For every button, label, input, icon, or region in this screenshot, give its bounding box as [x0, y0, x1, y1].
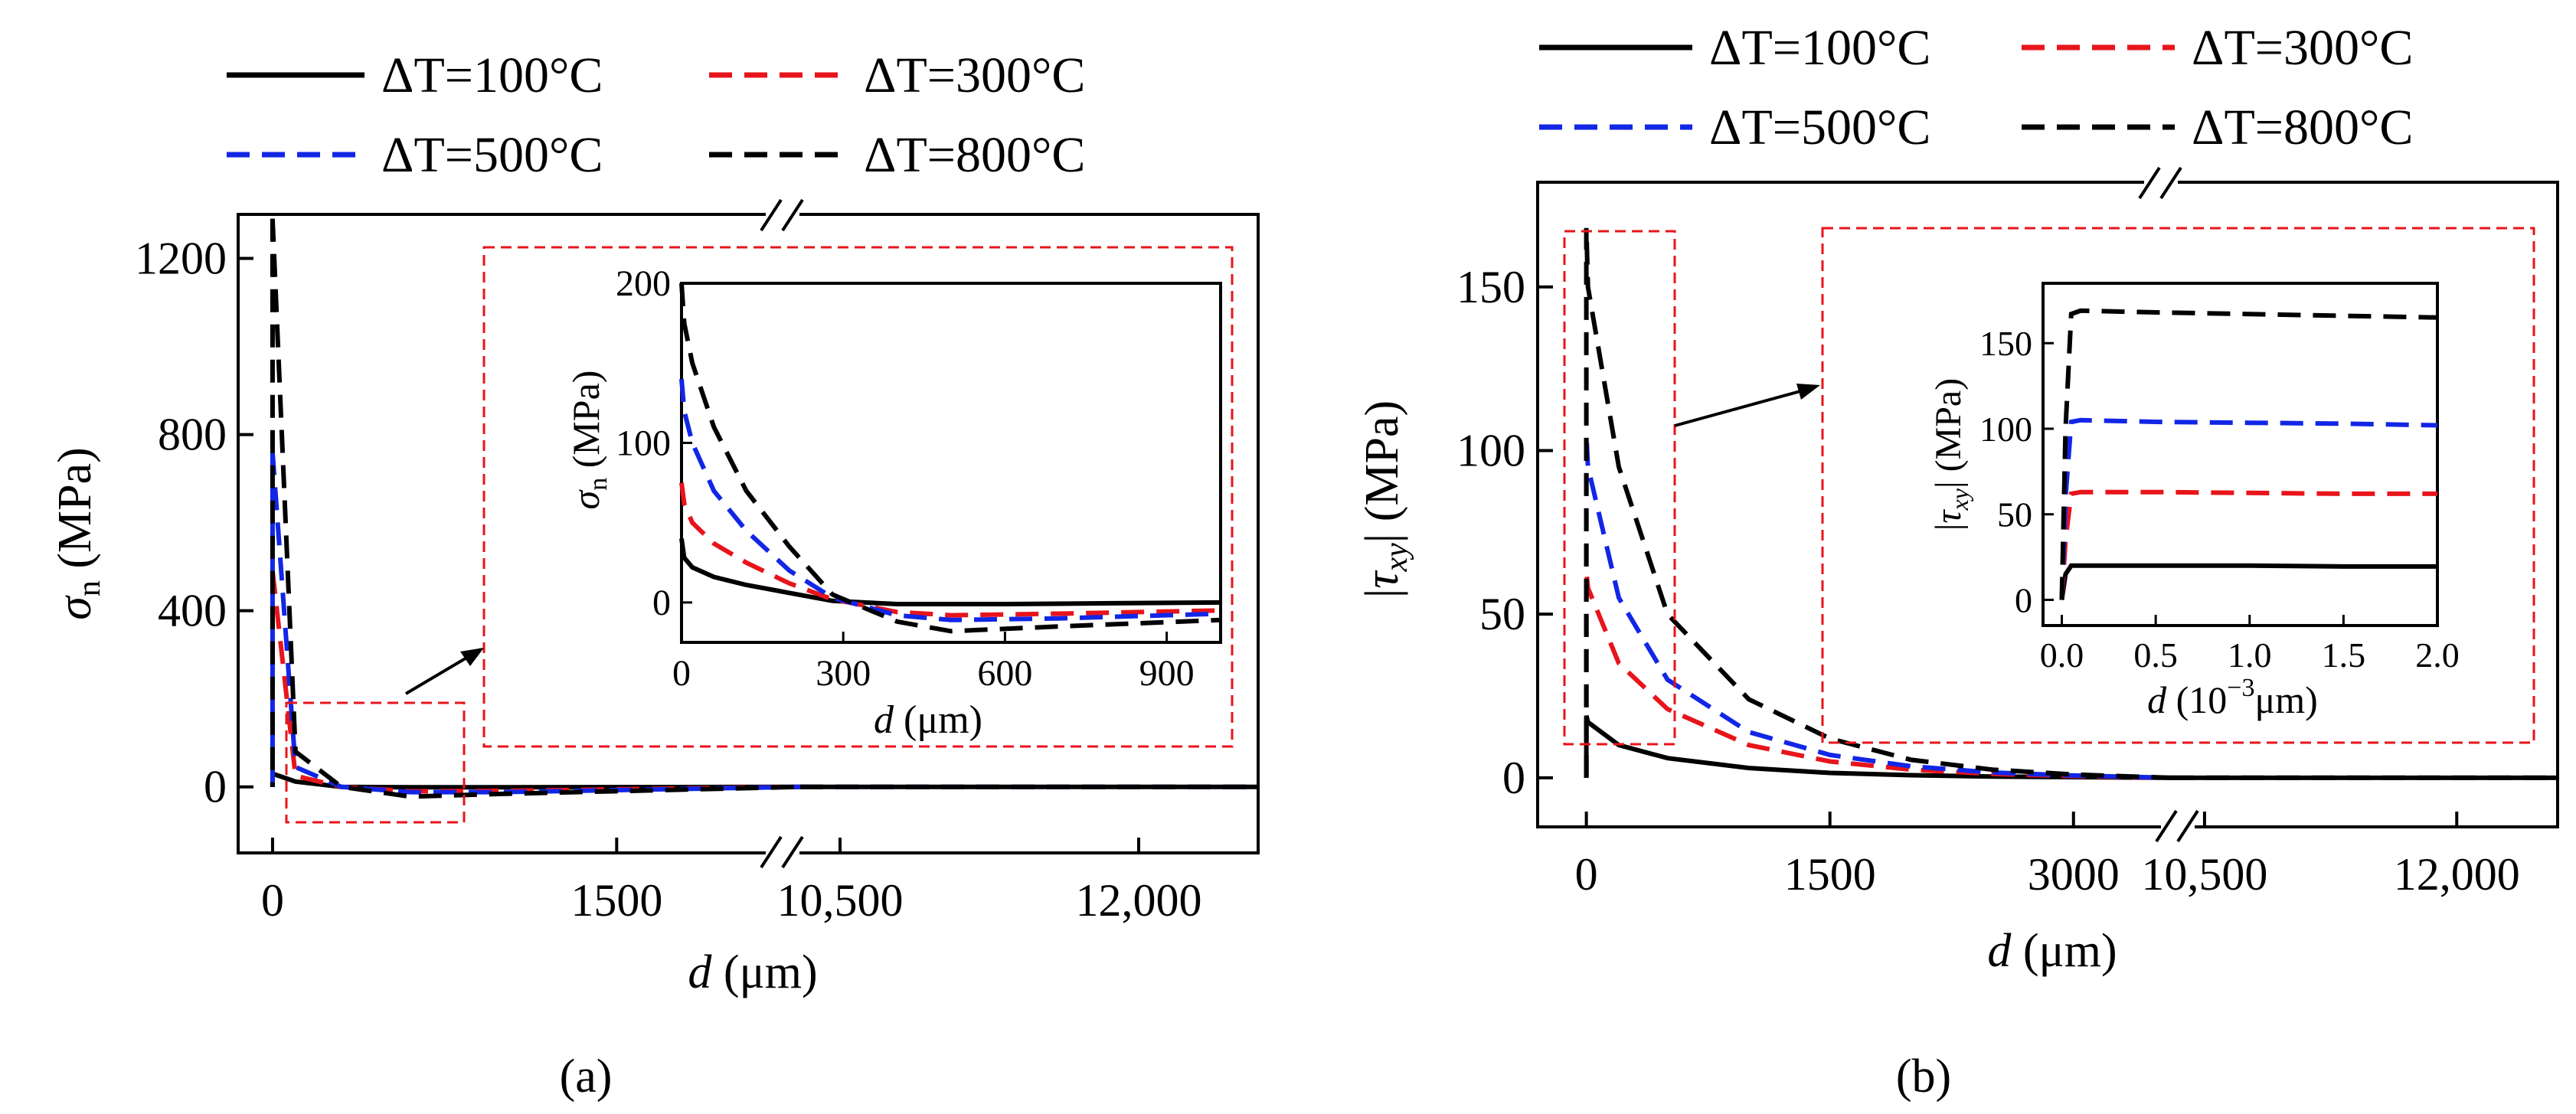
series-line-b-100: [1584, 714, 2172, 780]
inset-frame-b: [2042, 282, 2439, 627]
inset-outline-b: [1821, 227, 2535, 744]
inset-y-tick-label-b: 100: [1979, 410, 2032, 449]
inset-y-tick-label-a: 200: [616, 263, 671, 304]
axis-break-mark-a: [760, 198, 783, 232]
y-tick-label-a: 800: [158, 410, 227, 460]
y-tick-label-b: 100: [1456, 425, 1525, 475]
series-group-b: [1584, 227, 2558, 780]
inset-y-tick-label-b: 150: [1979, 324, 2032, 363]
axis-break-mark-b: [2159, 166, 2182, 200]
inset-series-b-100: [2059, 563, 2437, 600]
axis-break-mark-b: [2138, 166, 2161, 200]
axis-break-mark-a: [781, 198, 804, 232]
inset-frame-a: [680, 282, 1222, 644]
legend-label-300: ΔT=300°C: [2192, 20, 2413, 76]
x-tick-label-a: 12,000: [1076, 875, 1202, 926]
x-tick-label-a: 0: [261, 875, 284, 926]
inset-y-tick-label-b: 50: [1997, 495, 2032, 534]
inset-series-a-100: [679, 538, 1221, 606]
series-line-a-800: [270, 218, 801, 799]
inset-x-axis-label-a: d (μm): [874, 698, 982, 742]
axis-break-mark-b: [2176, 809, 2199, 843]
y-tick-label-b: 50: [1479, 589, 1525, 639]
legend-label-800: ΔT=800°C: [864, 127, 1085, 183]
inset-x-tick-label-b: 0.5: [2133, 635, 2178, 675]
legend-label-100: ΔT=100°C: [381, 47, 603, 103]
zoom-arrowhead-a: [460, 648, 484, 666]
inset-series-a-300: [679, 482, 1221, 618]
inset-series-a-800: [679, 283, 1221, 634]
series-line-b-800: [1584, 227, 2172, 780]
x-tick-label-b: 3000: [2028, 849, 2120, 900]
x-tick-label-a: 1500: [570, 875, 662, 926]
inset-series-a-500: [679, 378, 1221, 622]
y-tick-label-a: 1200: [135, 234, 227, 284]
chart-panel-a: 0 400 800 1200 0 1500 10,500 12,000 0 100 200 0 300…: [49, 198, 1260, 1103]
inset-a: 0 100 200 0 300 600 900 d (μm) σn (MPa): [564, 263, 1222, 742]
y-tick-label-a: 400: [158, 586, 227, 636]
inset-series-b-800: [2059, 308, 2438, 600]
inset-y-axis-label-a: σn (MPa): [564, 371, 613, 510]
x-tick-label-b: 1500: [1784, 849, 1876, 900]
inset-outline-a: [482, 246, 1234, 748]
x-tick-label-b: 12,000: [2394, 849, 2520, 900]
inset-x-axis-label-b: d (10−3μm): [2147, 674, 2318, 721]
legend-label-100: ΔT=100°C: [1709, 20, 1930, 76]
inset-x-tick-label-b: 1.5: [2322, 635, 2366, 675]
x-tick-label-b: 10,500: [2141, 849, 2267, 900]
zoom-arrow-b: [1674, 387, 1809, 427]
y-axis-label-a: σn (MPa): [49, 447, 107, 620]
inset-y-axis-label-b: |τxy| (MPa): [1928, 378, 1973, 531]
axes-a: 0 400 800 1200 0 1500 10,500 12,000: [135, 198, 1202, 926]
legend-label-300: ΔT=300°C: [864, 47, 1085, 103]
legend-label-500: ΔT=500°C: [381, 127, 603, 183]
zoom-box-b: [1563, 230, 1676, 746]
inset-x-tick-label-b: 2.0: [2415, 635, 2460, 675]
inset-y-tick-label-b: 0: [2015, 580, 2032, 619]
x-axis-label-b: d (μm): [1987, 925, 2117, 977]
axis-break-mark-b: [2155, 809, 2178, 843]
inset-x-tick-label-a: 0: [672, 653, 691, 694]
y-tick-label-b: 0: [1502, 753, 1525, 803]
y-axis-label-b: |τxy| (MPa): [1356, 400, 1414, 598]
inset-x-tick-label-b: 1.0: [2228, 635, 2272, 675]
inset-y-tick-label-a: 0: [652, 583, 671, 623]
inset-x-tick-label-b: 0.0: [2040, 635, 2084, 675]
panel-label-b: (b): [1896, 1050, 1951, 1103]
inset-x-tick-label-a: 300: [816, 653, 871, 694]
x-tick-label-b: 0: [1575, 849, 1598, 900]
legend-label-800: ΔT=800°C: [2192, 100, 2413, 155]
inset-b: 0 50 100 150 0.0 0.5 1.0 1.5 2.0 d (10−3μm) |τxy| …: [1928, 282, 2460, 721]
axis-break-mark-a: [781, 835, 804, 869]
axis-break-mark-a: [760, 835, 783, 869]
y-tick-label-a: 0: [204, 762, 227, 812]
inset-x-tick-label-a: 900: [1139, 653, 1195, 694]
zoom-arrowhead-b: [1796, 384, 1820, 400]
zoom-box-a: [285, 701, 466, 824]
legend-panel-b: ΔT=100°C ΔT=300°C ΔT=500°C ΔT=800°C: [1539, 20, 2413, 155]
plot-frame-b: [1536, 181, 2559, 828]
y-tick-label-b: 150: [1456, 262, 1525, 312]
plot-frame-a: [237, 213, 1260, 854]
x-axis-label-a: d (μm): [688, 946, 817, 998]
inset-series-b-300: [2059, 489, 2437, 600]
inset-y-tick-label-a: 100: [616, 423, 671, 463]
legend-label-500: ΔT=500°C: [1709, 100, 1930, 155]
inset-x-tick-label-a: 600: [977, 653, 1032, 694]
panel-label-a: (a): [560, 1050, 613, 1103]
x-tick-label-a: 10,500: [777, 875, 904, 926]
series-group-a: [270, 218, 1258, 799]
legend-panel-a: ΔT=100°C ΔT=300°C ΔT=500°C ΔT=800°C: [227, 47, 1085, 183]
